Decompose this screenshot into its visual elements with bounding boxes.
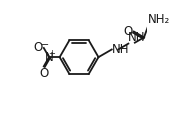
Text: N: N — [45, 51, 53, 64]
Text: O: O — [33, 42, 43, 55]
Text: NH: NH — [112, 43, 129, 56]
Text: NH₂: NH₂ — [148, 13, 170, 26]
Text: O: O — [123, 25, 133, 38]
Text: +: + — [48, 49, 55, 58]
Text: NH: NH — [128, 31, 146, 44]
Text: O: O — [39, 67, 48, 80]
Text: −: − — [41, 40, 50, 50]
